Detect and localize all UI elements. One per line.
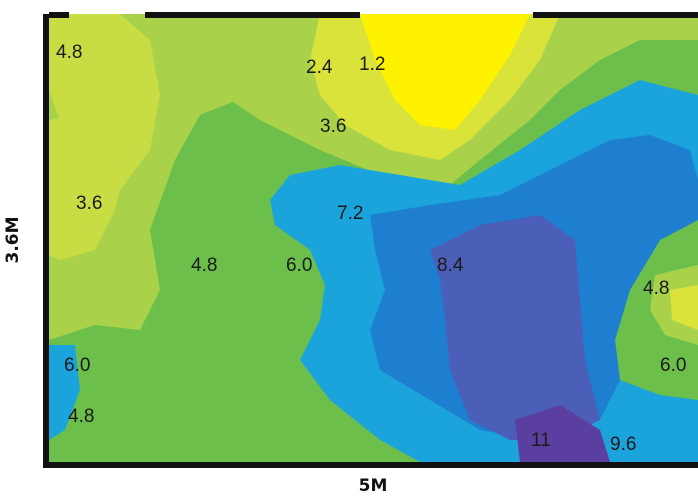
height-dimension-label: 3.6M — [3, 216, 23, 263]
plot-frame-top-segment-2 — [145, 12, 360, 18]
contour-label: 11 — [531, 430, 551, 451]
contour-label: 1.2 — [359, 54, 385, 75]
contour-label: 6.0 — [286, 255, 312, 276]
contour-labels: 4.8 2.4 1.2 3.6 3.6 7.2 4.8 6.0 8.4 4.8 … — [56, 42, 686, 455]
contour-label: 3.6 — [320, 116, 346, 137]
region-level-4-8-right-top — [640, 40, 698, 95]
contour-label: 7.2 — [337, 203, 363, 224]
plot-frame-top-segment-3 — [533, 12, 698, 18]
contour-label: 4.8 — [191, 255, 217, 276]
contour-label: 4.8 — [68, 406, 94, 427]
contour-label: 6.0 — [64, 355, 90, 376]
plot-frame-top-segment-1 — [49, 12, 69, 18]
plot-frame-left — [43, 14, 49, 468]
width-dimension-label: 5M — [359, 476, 388, 496]
region-level-11 — [515, 405, 610, 462]
region-level-3-6-patch — [49, 110, 130, 260]
contour-label: 6.0 — [660, 355, 686, 376]
region-level-1-2 — [360, 14, 530, 130]
region-level-4-8-right-inner — [670, 285, 698, 330]
contour-label: 2.4 — [306, 57, 333, 78]
contour-label: 4.8 — [643, 278, 669, 299]
contour-label: 8.4 — [437, 255, 464, 276]
plot-frame-bottom — [43, 462, 698, 468]
contour-label: 9.6 — [610, 434, 636, 455]
region-level-6-0-bottom-left — [49, 345, 80, 440]
contour-label: 4.8 — [56, 42, 82, 63]
contour-label: 3.6 — [76, 193, 102, 214]
region-level-9-6 — [430, 215, 600, 440]
